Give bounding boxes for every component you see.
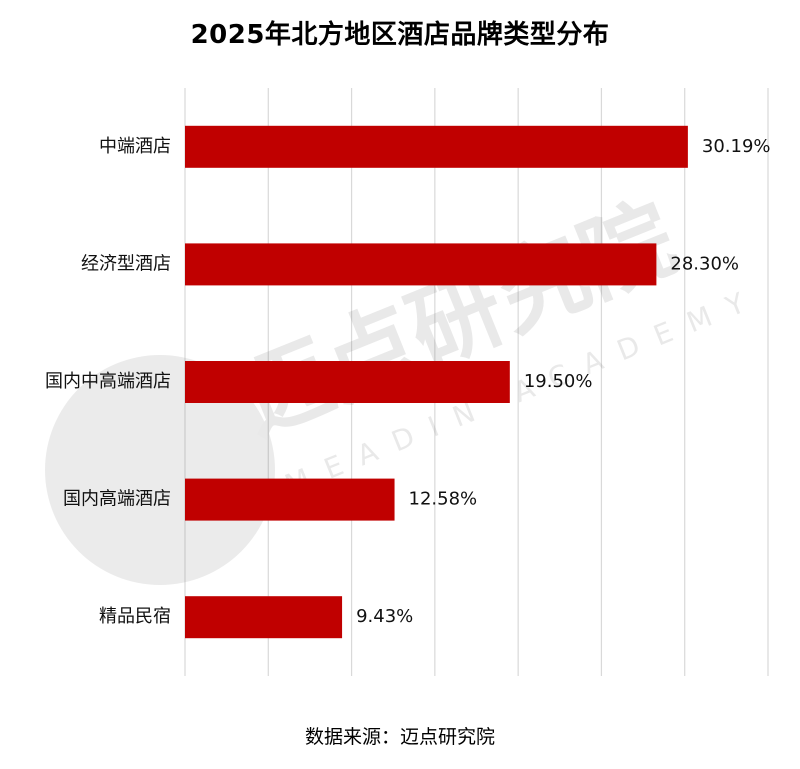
bar <box>185 478 395 521</box>
value-label: 28.30% <box>670 253 739 274</box>
value-labels: 30.19% 28.30% 19.50% 12.58% 9.43% <box>356 136 770 627</box>
watermark-logo-icon <box>45 355 275 585</box>
category-label: 国内中高端酒店 <box>45 371 171 392</box>
bar <box>185 125 688 168</box>
value-label: 30.19% <box>702 136 771 157</box>
bar <box>185 361 510 403</box>
bars <box>185 125 688 639</box>
data-source: 数据来源：迈点研究院 <box>304 726 495 748</box>
category-label: 经济型酒店 <box>81 253 171 274</box>
value-label: 9.43% <box>356 606 413 627</box>
chart-title: 2025年北方地区酒店品牌类型分布 <box>190 20 610 50</box>
value-label: 19.50% <box>524 371 593 392</box>
value-label: 12.58% <box>409 489 478 510</box>
category-label: 国内高端酒店 <box>63 489 171 510</box>
bar <box>185 596 343 639</box>
category-label: 中端酒店 <box>99 136 171 157</box>
category-label: 精品民宿 <box>99 606 171 627</box>
bar <box>185 243 657 286</box>
